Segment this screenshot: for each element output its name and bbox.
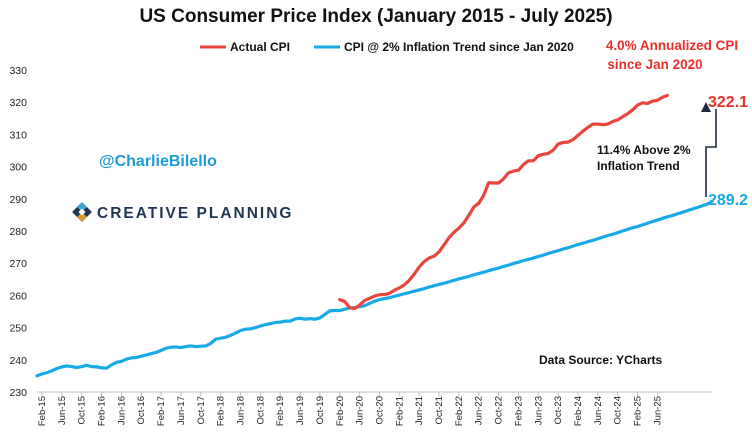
y-tick-label: 240 xyxy=(9,355,27,367)
x-tick-label: Oct-19 xyxy=(315,396,326,425)
x-tick-label: Jun-21 xyxy=(414,396,425,425)
x-tick-label: Jun-17 xyxy=(176,396,187,425)
annualized-cpi-label: 4.0% Annualized CPI xyxy=(606,38,738,53)
y-tick-label: 310 xyxy=(9,129,27,141)
trend-end-value: 289.2 xyxy=(708,192,748,209)
y-axis: 230 240 250 260 270 280 290 300 310 320 330 xyxy=(9,65,27,399)
x-tick-label: Feb-23 xyxy=(513,396,524,426)
series-group xyxy=(35,93,714,378)
x-tick-label: Jun-22 xyxy=(474,396,485,425)
x-tick-label: Feb-16 xyxy=(97,396,108,426)
x-tick-label: Feb-19 xyxy=(275,396,286,426)
x-tick-label: Feb-20 xyxy=(335,396,346,426)
x-tick-label: Feb-18 xyxy=(216,396,227,426)
x-tick-label: Feb-21 xyxy=(394,396,405,426)
x-tick-label: Jun-16 xyxy=(116,396,127,425)
x-tick-label: Oct-24 xyxy=(613,396,624,425)
x-tick-label: Jun-20 xyxy=(355,396,366,425)
legend: Actual CPI CPI @ 2% Inflation Trend sinc… xyxy=(200,40,574,54)
legend-label-trend: CPI @ 2% Inflation Trend since Jan 2020 xyxy=(344,40,574,54)
gap-arrow-head xyxy=(701,102,711,112)
legend-label-actual: Actual CPI xyxy=(230,40,290,54)
brand-name: CREATIVE PLANNING xyxy=(97,205,293,222)
y-tick-label: 280 xyxy=(9,226,27,238)
series-line-actual-cpi xyxy=(338,93,669,311)
data-source: Data Source: YCharts xyxy=(539,353,662,367)
gap-label-line2: Inflation Trend xyxy=(597,159,680,173)
y-tick-label: 290 xyxy=(9,194,27,206)
x-tick-label: Oct-15 xyxy=(77,396,88,425)
gap-bracket-line xyxy=(705,109,717,197)
x-tick-label: Feb-24 xyxy=(573,396,584,426)
author-handle: @CharlieBilello xyxy=(99,153,217,170)
x-tick-label: Feb-17 xyxy=(156,396,167,426)
x-tick-label: Jun-19 xyxy=(295,396,306,425)
x-tick-label: Oct-18 xyxy=(255,396,266,425)
x-tick-label: Feb-25 xyxy=(633,396,644,426)
gap-label-line1: 11.4% Above 2% xyxy=(597,143,691,157)
x-tick-label: Jun-23 xyxy=(533,396,544,425)
x-tick-label: Feb-22 xyxy=(454,396,465,426)
y-tick-label: 230 xyxy=(9,387,27,399)
x-tick-label: Oct-23 xyxy=(553,396,564,425)
x-tick-label: Jun-18 xyxy=(235,396,246,425)
chart-title: US Consumer Price Index (January 2015 - … xyxy=(139,6,612,27)
y-tick-label: 260 xyxy=(9,290,27,302)
x-axis: Feb-15 Jun-15 Oct-15 Feb-16 Jun-16 Oct-16 Feb-… xyxy=(37,391,712,426)
x-tick-label: Jun-25 xyxy=(652,396,663,425)
x-tick-label: Oct-21 xyxy=(434,396,445,425)
x-tick-label: Oct-22 xyxy=(494,396,505,425)
actual-end-value: 322.1 xyxy=(708,94,748,111)
x-tick-label: Feb-15 xyxy=(37,396,48,426)
y-tick-label: 250 xyxy=(9,323,27,335)
x-tick-label: Jun-24 xyxy=(593,396,604,425)
x-tick-label: Oct-16 xyxy=(136,396,147,425)
series-line-2pct-trend xyxy=(35,199,714,378)
x-tick-label: Oct-17 xyxy=(196,396,207,425)
y-tick-label: 330 xyxy=(9,65,27,77)
annualized-since-label: since Jan 2020 xyxy=(607,57,702,72)
gap-bracket xyxy=(701,102,717,197)
y-tick-label: 300 xyxy=(9,162,27,174)
brand-logo: CREATIVE PLANNING xyxy=(72,202,293,222)
x-tick-label: Oct-20 xyxy=(374,396,385,425)
y-tick-label: 320 xyxy=(9,97,27,109)
y-tick-label: 270 xyxy=(9,258,27,270)
brand-logo-icon xyxy=(72,202,92,222)
x-tick-label: Jun-15 xyxy=(57,396,68,425)
